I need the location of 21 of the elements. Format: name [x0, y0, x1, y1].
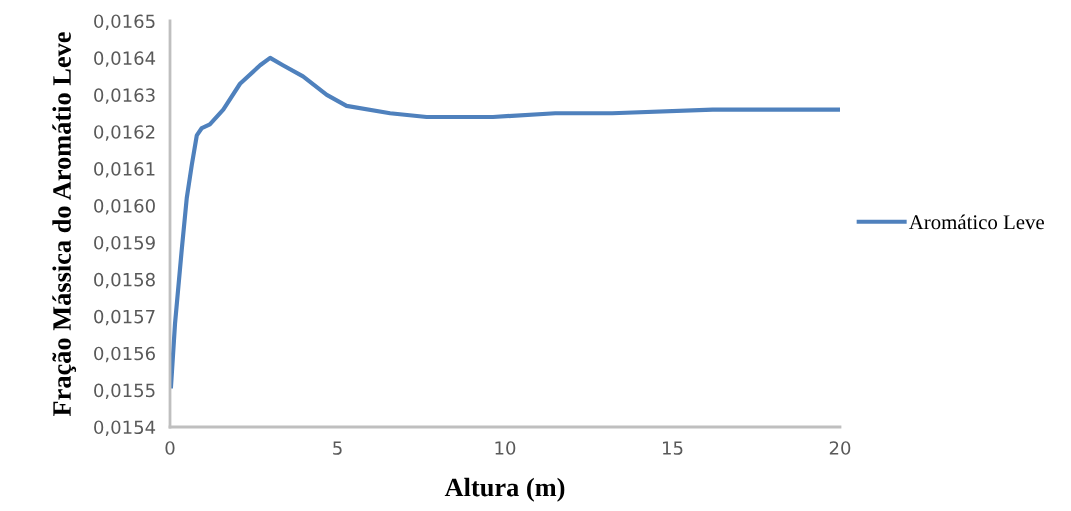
x-tick-label: 10	[495, 441, 516, 455]
x-tick-label: 15	[663, 441, 683, 455]
x-tick-label: 20	[829, 441, 851, 455]
y-tick-label: 0,0156	[94, 346, 155, 363]
y-axis-title: Fração Mássica do Aromátio Leve	[52, 32, 77, 417]
y-tick-label: 0,0157	[94, 309, 155, 326]
y-tick-label: 0,0165	[94, 14, 155, 30]
y-tick-label: 0,0161	[94, 162, 155, 178]
y-tick-label: 0,0163	[94, 88, 155, 104]
legend-label: Aromático Leve	[908, 214, 1044, 230]
y-tick-label: 0,0164	[94, 51, 156, 67]
y-tick-label: 0,0158	[94, 272, 155, 289]
y-tick-label: 0,0154	[94, 420, 156, 436]
y-tick-label: 0,0160	[94, 199, 155, 215]
x-tick-label: 5	[333, 441, 342, 455]
line-series	[170, 55, 840, 389]
y-tick-label: 0,0162	[94, 125, 155, 141]
x-axis-title: Altura (m)	[444, 477, 565, 502]
x-tick-label: 0	[165, 441, 175, 455]
y-tick-label: 0,0155	[94, 383, 155, 400]
y-tick-label: 0,0159	[94, 235, 155, 252]
